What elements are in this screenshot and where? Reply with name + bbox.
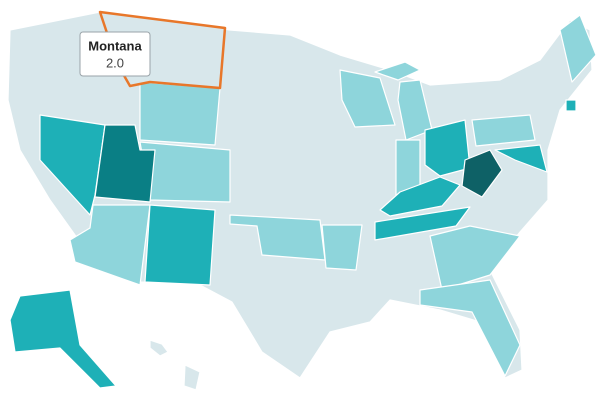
maryland [494,144,548,173]
tooltip-value: 2.0 [106,55,124,70]
oklahoma [229,214,326,261]
rhode-island [565,99,577,112]
pennsylvania [471,114,536,147]
west-virginia [461,149,503,198]
states [7,10,597,391]
ohio [424,119,471,177]
arkansas [321,224,363,271]
tennessee [374,206,471,241]
tooltip: Montana 2.0 [79,31,151,77]
michigan [397,79,433,141]
maine [559,14,597,83]
new-mexico [144,204,216,286]
utah [94,124,156,203]
michigan-upper [374,61,421,81]
florida [419,279,521,377]
alaska [9,289,117,389]
tooltip-title: Montana [88,38,142,53]
georgia [429,225,521,291]
wyoming [139,81,221,146]
kentucky [379,176,461,217]
hawaii-big [183,364,201,391]
tooltip-box [79,31,151,77]
hawaii [149,339,169,357]
wisconsin [339,69,396,128]
